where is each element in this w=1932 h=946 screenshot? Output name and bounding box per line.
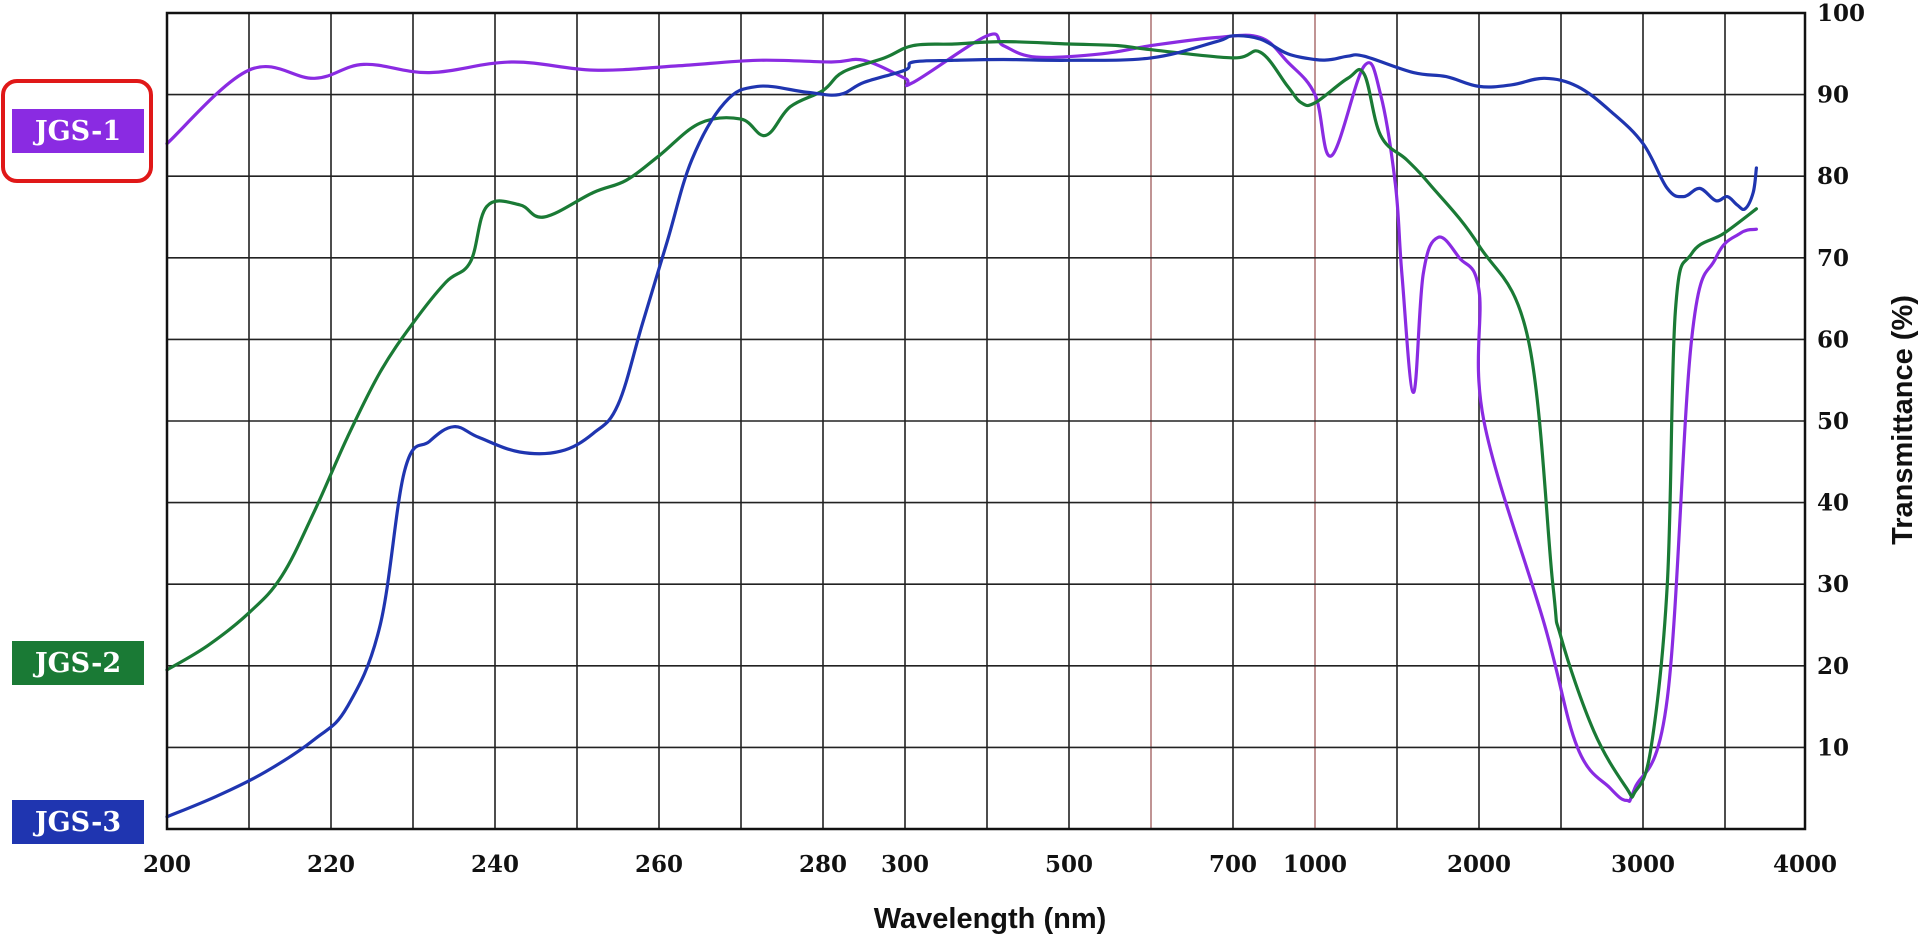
plot-frame: [165, 11, 1807, 831]
y-tick-label: 60: [1817, 326, 1849, 353]
y-tick-label: 30: [1817, 571, 1849, 598]
x-tick-label: 2000: [1447, 851, 1511, 878]
y-tick-label: 20: [1817, 653, 1849, 680]
legend-swatch: [12, 800, 144, 844]
x-tick-label: 500: [1045, 851, 1093, 878]
y-tick-label: 70: [1817, 245, 1849, 272]
legend-entry-jgs-3: JGS-3: [12, 800, 144, 844]
legend-label: JGS-1: [33, 116, 121, 147]
y-tick-label: 40: [1817, 490, 1849, 517]
legend-label: JGS-2: [33, 648, 121, 679]
y-tick-label: 10: [1817, 734, 1849, 761]
x-tick-label: 220: [307, 851, 355, 878]
series-line-jgs-1: [165, 32, 1758, 803]
x-tick-label: 280: [799, 851, 847, 878]
y-axis-title: Transmittance (%): [1887, 295, 1919, 545]
series-layer: [165, 32, 1758, 819]
highlight-box: [1, 79, 153, 183]
x-tick-label: 1000: [1283, 851, 1347, 878]
y-tick-label: 90: [1817, 82, 1849, 109]
x-tick-label: 260: [635, 851, 683, 878]
x-tick-label: 3000: [1611, 851, 1675, 878]
x-tick-label: 300: [881, 851, 929, 878]
x-tick-label: 200: [143, 851, 191, 878]
x-axis-title: Wavelength (nm): [874, 903, 1107, 935]
x-tick-label: 4000: [1773, 851, 1837, 878]
x-tick-label: 700: [1209, 851, 1257, 878]
grid: [167, 13, 1805, 829]
y-tick-labels: 10 20 30 40 50 60 70 80 90 100: [1817, 0, 1865, 761]
x-tick-label: 240: [471, 851, 519, 878]
legend-label: JGS-3: [33, 807, 121, 838]
legend-entry-jgs-2: JGS-2: [12, 641, 144, 685]
legend: JGS-1 JGS-2 JGS-3: [1, 79, 153, 844]
legend-swatch: [12, 109, 144, 153]
legend-swatch: [12, 641, 144, 685]
series-line-jgs-2: [165, 40, 1758, 799]
y-tick-label: 50: [1817, 408, 1849, 435]
series-line-jgs-3: [165, 34, 1758, 819]
y-tick-label: 80: [1817, 163, 1849, 190]
legend-entry-jgs-1: JGS-1: [1, 79, 153, 183]
y-tick-label: 100: [1817, 0, 1865, 27]
x-tick-labels: 200 220 240 260 280 300 500 700 1000 2000 3000 4000: [143, 851, 1837, 878]
